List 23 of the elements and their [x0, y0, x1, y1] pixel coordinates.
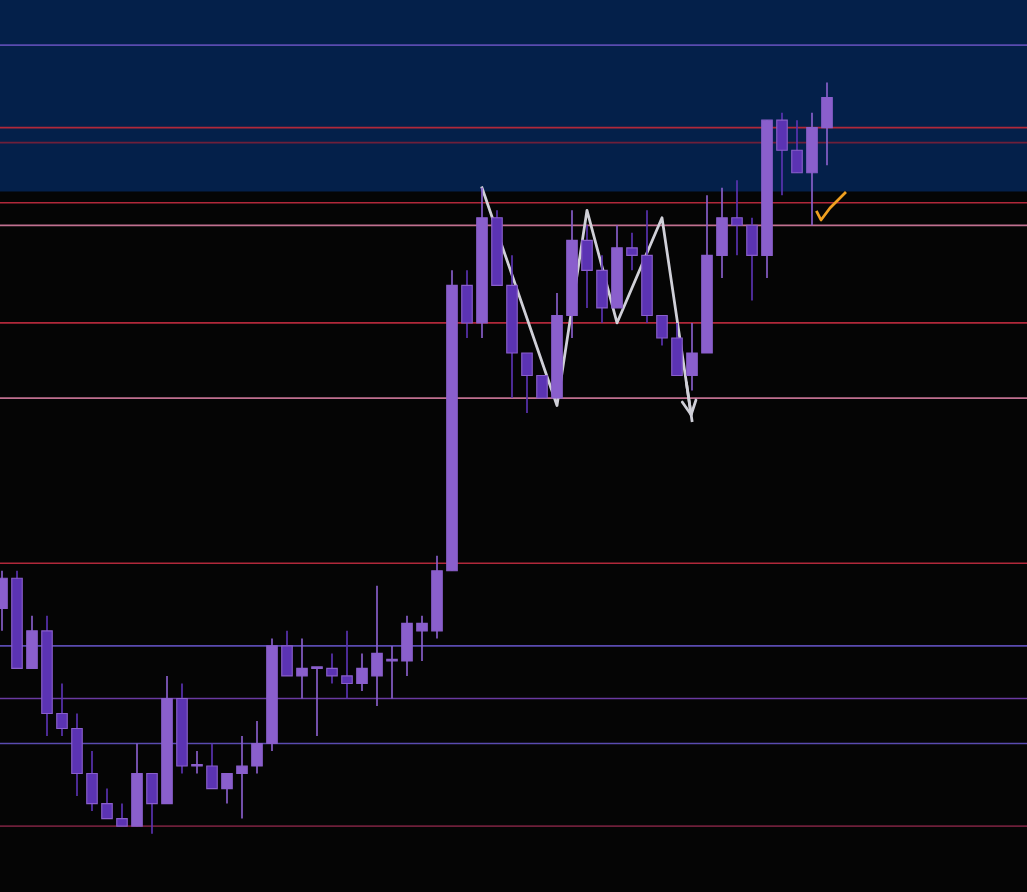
- candlestick: [221, 772, 233, 805]
- candlestick: [56, 682, 68, 737]
- candlestick: [311, 666, 323, 737]
- candlestick: [206, 742, 218, 790]
- candlestick: [341, 630, 353, 700]
- candlestick: [356, 652, 368, 692]
- candlestick: [116, 802, 128, 827]
- candlestick: [296, 637, 308, 700]
- candlestick: [326, 652, 338, 685]
- candlestick: [251, 720, 263, 775]
- candlestick: [371, 584, 383, 707]
- candlestick: [656, 314, 668, 347]
- candlestick: [191, 750, 203, 775]
- candlestick: [521, 352, 533, 414]
- candlestick: [536, 374, 548, 399]
- candlestick: [101, 787, 113, 820]
- candlestick: [626, 231, 638, 272]
- candlestick: [731, 179, 743, 257]
- candlestick: [416, 615, 428, 662]
- candlestick: [686, 322, 698, 392]
- candlestick: [236, 735, 248, 820]
- candlestick: [386, 645, 398, 700]
- candlestick: [791, 119, 803, 174]
